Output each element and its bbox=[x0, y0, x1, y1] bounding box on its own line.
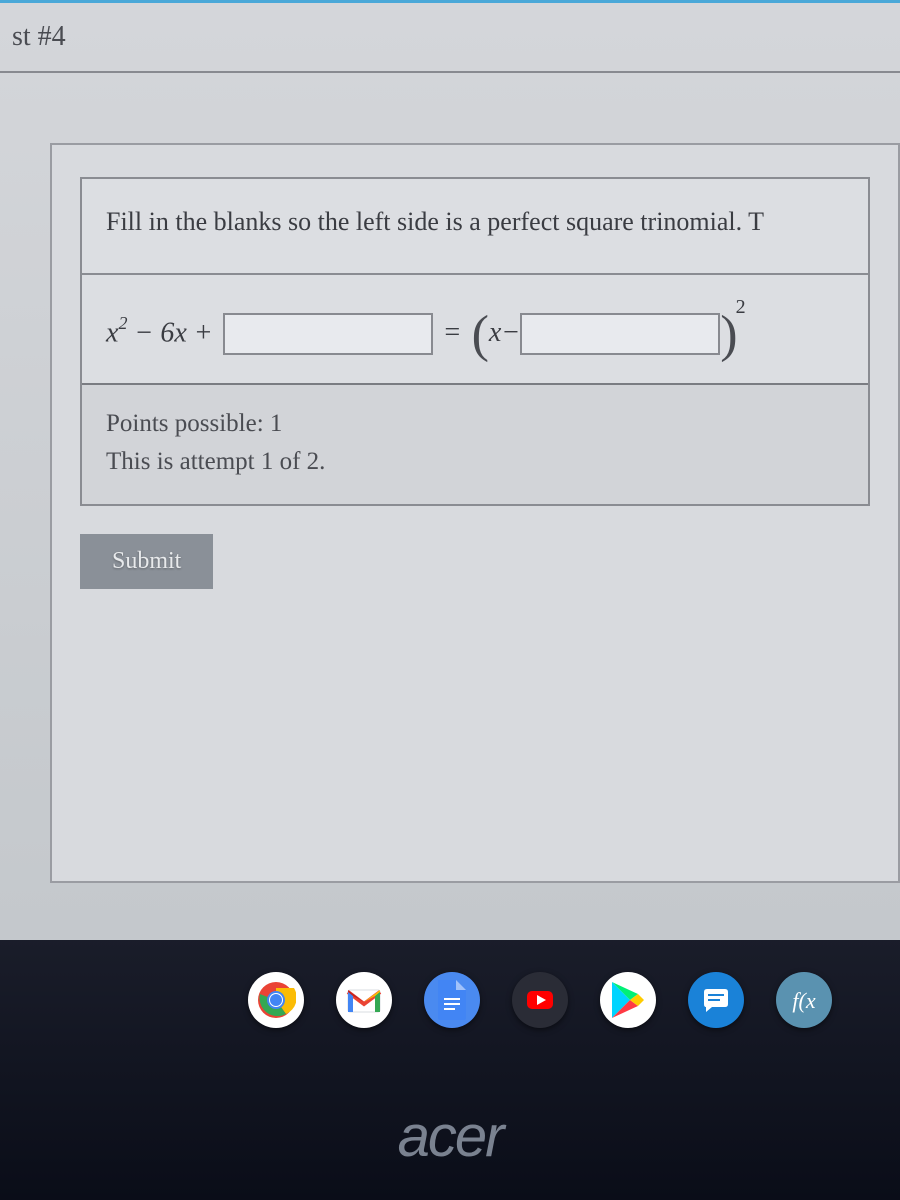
docs-icon[interactable] bbox=[424, 972, 480, 1028]
chrome-icon[interactable] bbox=[248, 972, 304, 1028]
submit-button[interactable]: Submit bbox=[80, 534, 213, 589]
gmail-icon[interactable] bbox=[336, 972, 392, 1028]
blank-1-input[interactable] bbox=[223, 313, 433, 355]
equation-lhs: x2 − 6x + bbox=[106, 315, 213, 349]
acer-logo: acer bbox=[398, 1104, 503, 1169]
submit-row: Submit bbox=[80, 534, 870, 589]
rhs-group: ( x − ) 2 bbox=[472, 295, 748, 355]
blank-2-input[interactable] bbox=[520, 313, 720, 355]
info-row: Points possible: 1 This is attempt 1 of … bbox=[82, 385, 868, 504]
var-x: x bbox=[106, 317, 118, 348]
svg-text:f(x: f(x bbox=[792, 988, 815, 1013]
browser-window: st #4 Fill in the blanks so the left sid… bbox=[0, 0, 900, 940]
title-bar: st #4 bbox=[0, 3, 900, 73]
play-store-icon[interactable] bbox=[600, 972, 656, 1028]
question-box: Fill in the blanks so the left side is a… bbox=[80, 177, 870, 506]
equation-row: x2 − 6x + = ( x − ) 2 bbox=[82, 275, 868, 385]
equals-sign: = bbox=[443, 317, 462, 349]
outer-exponent: 2 bbox=[736, 296, 746, 319]
rhs-minus: − bbox=[501, 317, 520, 349]
points-possible: Points possible: 1 bbox=[106, 405, 844, 443]
prompt-row: Fill in the blanks so the left side is a… bbox=[82, 179, 868, 275]
youtube-icon[interactable] bbox=[512, 972, 568, 1028]
exponent-2: 2 bbox=[118, 313, 127, 333]
taskbar: f(x bbox=[0, 960, 900, 1040]
hardware-logo-bar: acer bbox=[0, 1103, 900, 1170]
question-prompt: Fill in the blanks so the left side is a… bbox=[106, 207, 844, 237]
messages-icon[interactable] bbox=[688, 972, 744, 1028]
fx-icon[interactable]: f(x bbox=[776, 972, 832, 1028]
page-title: st #4 bbox=[12, 21, 888, 53]
attempt-info: This is attempt 1 of 2. bbox=[106, 443, 844, 481]
lhs-middle: − 6x + bbox=[127, 317, 212, 348]
open-paren: ( bbox=[472, 305, 489, 364]
rhs-var: x bbox=[489, 317, 501, 349]
content-panel: Fill in the blanks so the left side is a… bbox=[50, 143, 900, 883]
